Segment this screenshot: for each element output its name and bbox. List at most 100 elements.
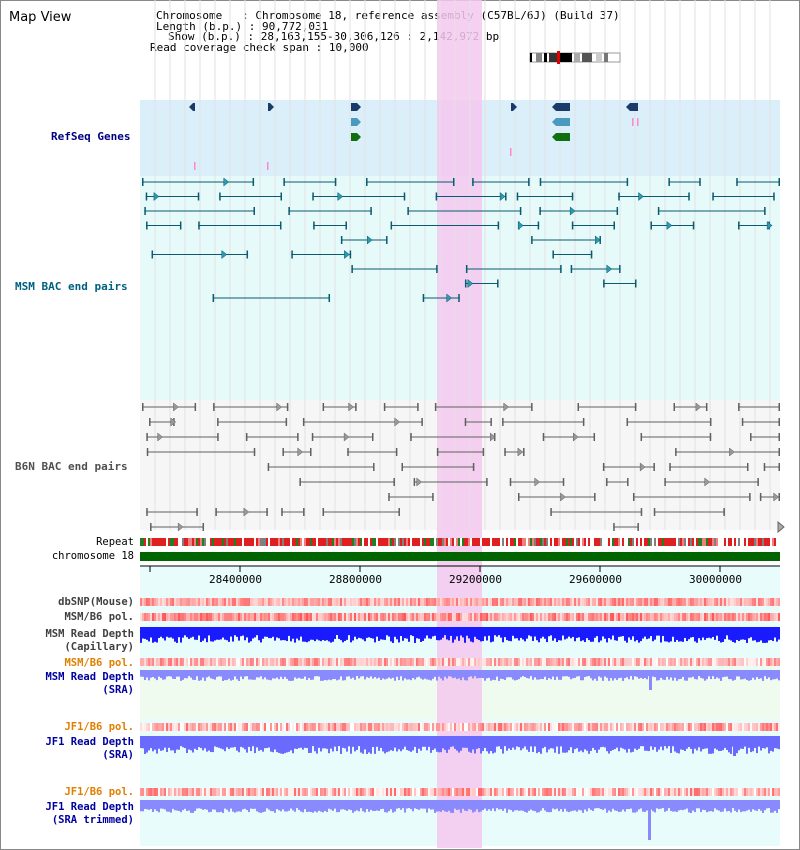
heat-cell (216, 723, 218, 731)
depth-bar (422, 800, 424, 809)
heat-cell (442, 598, 444, 606)
heat-cell (736, 788, 738, 796)
depth-bar (140, 670, 142, 677)
heat-cell (758, 598, 760, 606)
bac-end (281, 508, 283, 516)
depth-bar (478, 670, 480, 678)
heat-cell (158, 613, 160, 621)
track-label-b6n-bac[interactable]: B6N BAC end pairs (15, 460, 128, 473)
heat-cell (558, 788, 560, 796)
track-label-refseq[interactable]: RefSeq Genes (51, 130, 131, 143)
depth-bar (394, 670, 396, 681)
repeat-feature (286, 538, 288, 546)
heat-cell (656, 613, 658, 621)
heat-cell (362, 598, 364, 606)
heat-cell (242, 613, 244, 621)
depth-bar (762, 800, 764, 813)
depth-bar (546, 670, 548, 681)
heat-cell (778, 723, 780, 731)
heat-cell (672, 658, 674, 666)
repeat-feature (356, 538, 358, 546)
heat-cell (692, 723, 694, 731)
repeat-feature (298, 538, 300, 546)
heat-cell (526, 598, 528, 606)
depth-bar (674, 800, 676, 812)
heat-cell (554, 658, 556, 666)
depth-bar (176, 736, 178, 750)
heat-cell (320, 788, 322, 796)
heat-cell (396, 723, 398, 731)
heat-cell (262, 658, 264, 666)
heat-cell (768, 723, 770, 731)
depth-bar (378, 736, 380, 751)
depth-bar (360, 736, 362, 753)
heat-cell (498, 723, 500, 731)
depth-bar (612, 670, 614, 681)
track-label-msm-bac[interactable]: MSM BAC end pairs (15, 280, 128, 293)
heat-cell (354, 658, 356, 666)
heat-cell (218, 723, 220, 731)
heat-cell (202, 658, 204, 666)
heat-cell (672, 788, 674, 796)
depth-bar (668, 627, 670, 643)
depth-bar (210, 736, 212, 753)
heat-cell (410, 788, 412, 796)
heat-cell (752, 613, 754, 621)
heat-cell (522, 788, 524, 796)
heat-cell (320, 723, 322, 731)
heat-cell (688, 598, 690, 606)
depth-bar (202, 800, 204, 810)
depth-bar (308, 800, 310, 812)
depth-bar (398, 670, 400, 681)
heat-cell (252, 788, 254, 796)
heat-cell (220, 658, 222, 666)
gene-arrow (626, 103, 630, 111)
heat-cell (608, 788, 610, 796)
heat-cell (592, 658, 594, 666)
bac-arrow (276, 402, 283, 412)
depth-bar (506, 736, 508, 751)
depth-bar (558, 627, 560, 641)
repeat-feature (754, 538, 756, 546)
depth-bar (738, 670, 740, 677)
heat-cell (150, 613, 152, 621)
heat-cell (196, 658, 198, 666)
depth-bar (162, 627, 164, 639)
heat-cell (664, 613, 666, 621)
repeat-feature (296, 538, 298, 546)
bac-end (297, 433, 299, 441)
heat-cell (154, 788, 156, 796)
depth-bar (704, 800, 706, 811)
repeat-feature (434, 538, 436, 546)
heat-cell (686, 658, 688, 666)
heat-cell (406, 613, 408, 621)
heat-cell (404, 723, 406, 731)
bac-end (664, 478, 666, 486)
heat-cell (254, 598, 256, 606)
depth-bar (232, 670, 234, 680)
heat-cell (420, 723, 422, 731)
heat-cell (386, 598, 388, 606)
repeat-feature (146, 538, 148, 546)
depth-bar (204, 670, 206, 681)
heat-cell (442, 788, 444, 796)
depth-bar (374, 800, 376, 811)
heat-cell (280, 598, 282, 606)
heat-cell (514, 723, 516, 731)
depth-bar (672, 627, 674, 637)
heat-cell (690, 613, 692, 621)
depth-bar (740, 736, 742, 749)
repeat-feature (404, 538, 406, 546)
track-label-jf1-b6-pol-2: JF1/B6 pol. (64, 786, 134, 798)
heat-cell (726, 788, 728, 796)
depth-bar (562, 800, 564, 812)
depth-bar (182, 627, 184, 638)
repeat-feature (188, 538, 190, 546)
depth-bar (580, 670, 582, 681)
depth-bar (476, 800, 478, 810)
heat-cell (292, 613, 294, 621)
heat-cell (414, 613, 416, 621)
depth-bar (606, 800, 608, 813)
depth-bar (310, 670, 312, 680)
